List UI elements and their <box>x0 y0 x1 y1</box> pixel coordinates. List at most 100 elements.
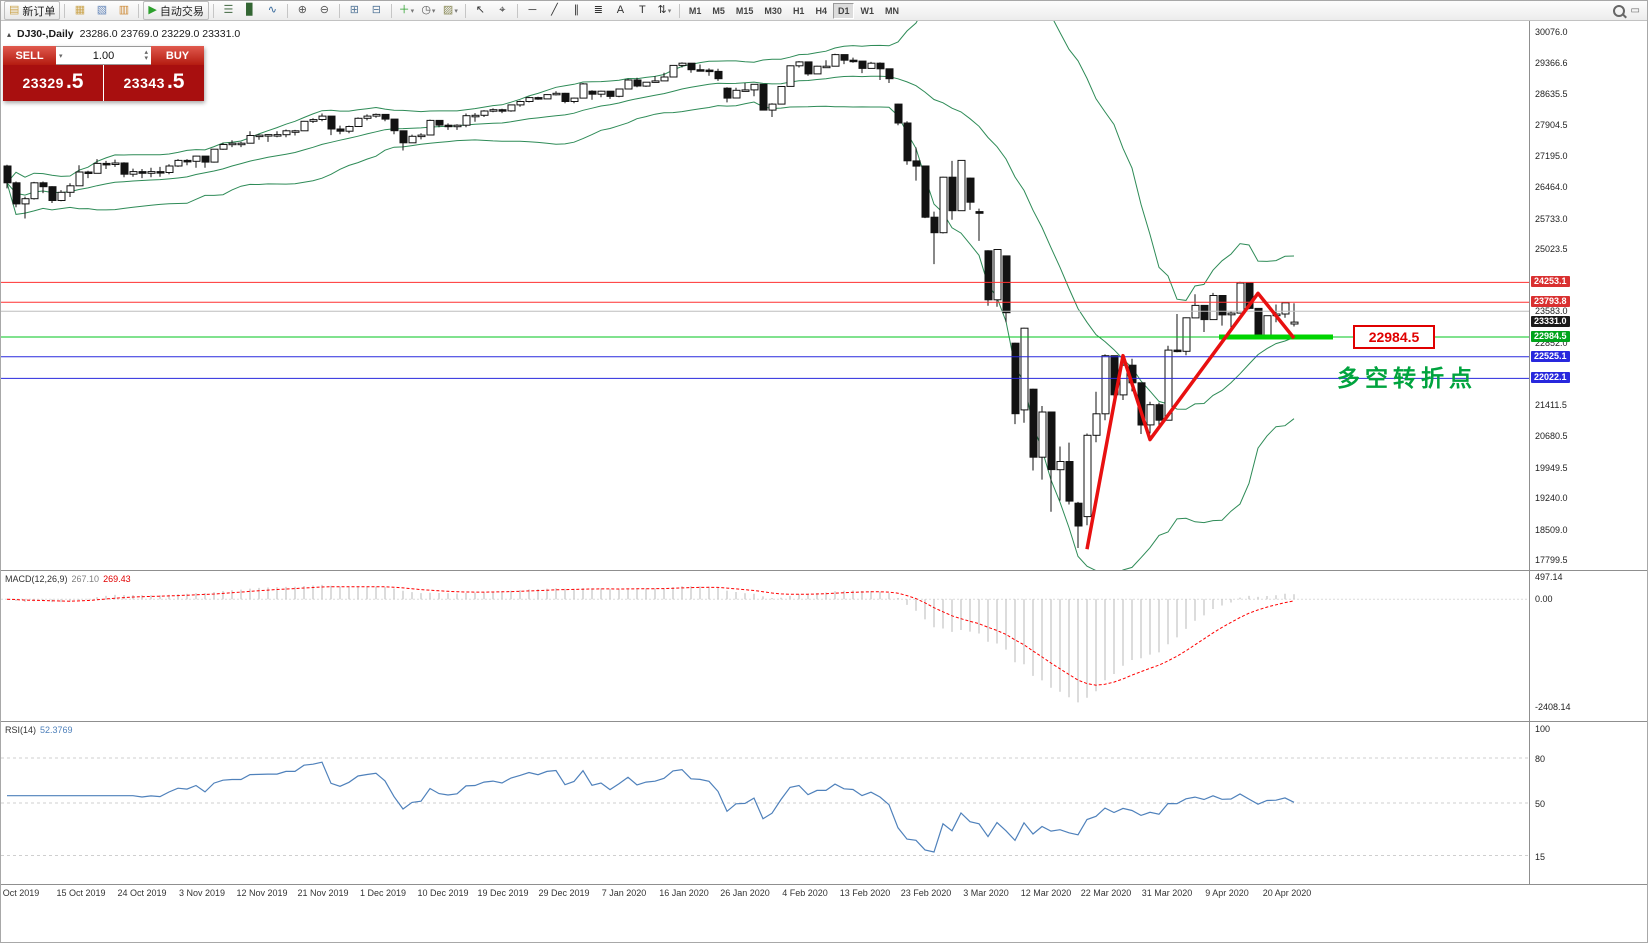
timeframe-m30[interactable]: M30 <box>764 5 782 16</box>
price-level-chip[interactable]: 23331.0 <box>1531 316 1570 327</box>
toolbar-right-group: ▭ <box>1612 4 1644 17</box>
timeframe-m15[interactable]: M15 <box>735 5 754 16</box>
volume-input[interactable]: ▾ 1.00 ▴ ▾ <box>56 46 151 65</box>
price-tick: 27904.5 <box>1535 120 1568 130</box>
equidistant-channel-icon[interactable]: ∥ <box>566 2 587 19</box>
macd-main-value: 267.10 <box>71 574 100 584</box>
zoom-out-icon: ⊖ <box>319 4 329 16</box>
rsi-name: RSI(14) <box>5 725 37 735</box>
date-label: 12 Mar 2020 <box>1020 888 1072 898</box>
price-tick: 28635.5 <box>1535 89 1568 99</box>
timeframe-h1[interactable]: H1 <box>792 5 805 16</box>
price-level-chip[interactable]: 22525.1 <box>1531 351 1570 362</box>
volume-up-icon[interactable]: ▴ <box>144 49 148 56</box>
market-watch-icon[interactable]: ▥ <box>113 2 134 19</box>
date-label: 10 Dec 2019 <box>417 888 469 898</box>
date-label: 21 Nov 2019 <box>297 888 349 898</box>
turning-point-annotation: 多空转折点 <box>1337 366 1477 392</box>
indicators-icon[interactable]: ＋ ▾ <box>396 2 417 19</box>
volume-value[interactable]: 1.00 <box>92 49 115 62</box>
price-axis[interactable]: 30076.0 29366.6 28635.5 27904.5 27195.0 26464… <box>1529 21 1647 570</box>
arrows-icon[interactable]: ⇅ ▾ <box>654 2 675 19</box>
quick-panel-icon[interactable]: ▭ <box>1630 5 1640 16</box>
price-tick: 21411.5 <box>1535 400 1567 410</box>
price-tick: 26464.0 <box>1535 182 1568 192</box>
macd-axis: 497.14 0.00 -2408.14 <box>1529 571 1647 721</box>
arrange-windows-icon[interactable]: ⊟ <box>366 2 387 19</box>
tile-windows-icon[interactable]: ⊞ <box>344 2 365 19</box>
price-tick: 23583.0 <box>1535 306 1568 316</box>
zoom-out-icon[interactable]: ⊖ <box>314 2 335 19</box>
templates-icon-caret[interactable]: ▾ <box>454 7 458 15</box>
timeframe-h4[interactable]: H4 <box>815 5 827 16</box>
date-label: 19 Dec 2019 <box>477 888 529 898</box>
candlestick-chart-icon[interactable]: ▊ <box>240 2 261 19</box>
support-price-callout[interactable]: 22984.5 <box>1353 325 1435 349</box>
price-level-chip[interactable]: 23793.8 <box>1531 296 1570 307</box>
chart-symbol-icon: ▴ <box>7 29 12 39</box>
price-level-chip[interactable]: 22984.5 <box>1531 331 1570 342</box>
price-level-chip[interactable]: 24253.1 <box>1531 276 1570 287</box>
market-watch-icon: ▥ <box>118 4 130 16</box>
price-level-chip[interactable]: 22022.1 <box>1531 372 1570 383</box>
indicators-icon-caret[interactable]: ▾ <box>410 7 415 15</box>
date-label: 4 Feb 2020 <box>782 888 828 898</box>
periods-icon-caret[interactable]: ▾ <box>431 7 436 15</box>
macd-canvas[interactable] <box>1 571 1529 720</box>
search-icon[interactable] <box>1612 4 1625 17</box>
bar-chart-icon[interactable]: ☰ <box>218 2 239 19</box>
chart-window-icon[interactable]: ▦ <box>69 2 90 19</box>
sell-price-pips: .5 <box>65 70 84 93</box>
periods-icon[interactable]: ◷ ▾ <box>418 2 439 19</box>
timeframe-m5[interactable]: M5 <box>712 5 725 16</box>
buy-price[interactable]: 23343 .5 <box>104 65 204 101</box>
price-tick: 27195.0 <box>1535 151 1568 161</box>
timeframe-d1[interactable]: D1 <box>832 2 855 19</box>
date-label: 3 Mar 2020 <box>963 888 1009 898</box>
buy-button[interactable]: BUY <box>151 46 204 65</box>
price-tick: 19949.5 <box>1535 463 1568 473</box>
sell-button[interactable]: SELL <box>3 46 56 65</box>
sell-price[interactable]: 23329 .5 <box>3 65 103 101</box>
zoom-in-icon[interactable]: ⊕ <box>292 2 313 19</box>
label-icon[interactable]: T <box>632 2 653 19</box>
rsi-axis-value: 50 <box>1535 799 1546 809</box>
chart-ohlc-values: 23286.0 23769.0 23229.0 23331.0 <box>79 28 241 40</box>
auto-trading-button[interactable]: ▶ 自动交易 <box>143 1 209 20</box>
volume-down-icon[interactable]: ▾ <box>144 55 148 62</box>
cursor-icon[interactable]: ↖ <box>470 2 491 19</box>
date-label: 24 Oct 2019 <box>117 888 167 898</box>
price-tick: 22852.0 <box>1535 338 1568 348</box>
rsi-canvas[interactable] <box>1 722 1529 883</box>
toolbar-separator <box>678 3 680 18</box>
price-chart-canvas[interactable] <box>1 21 1529 570</box>
fibonacci-icon[interactable]: ≣ <box>588 2 609 19</box>
templates-icon: ▨ <box>442 4 454 16</box>
text-icon[interactable]: A <box>610 2 631 19</box>
timeframe-mn[interactable]: MN <box>884 5 899 16</box>
crosshair-icon[interactable]: ⌖ <box>492 2 513 19</box>
line-chart-icon[interactable]: ∿ <box>262 2 283 19</box>
trendline-icon[interactable]: ╱ <box>544 2 565 19</box>
horizontal-line-icon[interactable]: ─ <box>522 2 543 19</box>
new-order-button: ▤ <box>9 4 20 16</box>
date-label: 13 Feb 2020 <box>839 888 891 898</box>
text-icon: A <box>616 4 625 16</box>
chart-title: ▴ DJ30-,Daily 23286.0 23769.0 23229.0 23… <box>7 28 240 40</box>
profiles-icon: ▧ <box>96 4 108 16</box>
profiles-icon[interactable]: ▧ <box>91 2 112 19</box>
templates-icon[interactable]: ▨ ▾ <box>440 2 461 19</box>
date-label: 23 Feb 2020 <box>900 888 952 898</box>
new-order-button[interactable]: ▤ 新订单 <box>4 1 61 20</box>
date-label: 26 Jan 2020 <box>720 888 770 898</box>
date-label: 22 Mar 2020 <box>1080 888 1132 898</box>
macd-name: MACD(12,26,9) <box>5 574 68 584</box>
timeframe-m1[interactable]: M1 <box>688 5 702 16</box>
arrows-icon-caret[interactable]: ▾ <box>667 7 672 15</box>
timeframe-w1[interactable]: W1 <box>860 5 874 16</box>
time-axis[interactable]: Oct 2019 15 Oct 2019 24 Oct 2019 3 Nov 2019… <box>1 884 1647 903</box>
horizontal-line-icon: ─ <box>528 4 537 16</box>
trendline-icon: ╱ <box>551 4 558 16</box>
rsi-panel: 100 80 50 15 RSI(14) 52.3769 <box>1 721 1647 884</box>
volume-decrease-icon[interactable]: ▾ <box>59 53 63 60</box>
